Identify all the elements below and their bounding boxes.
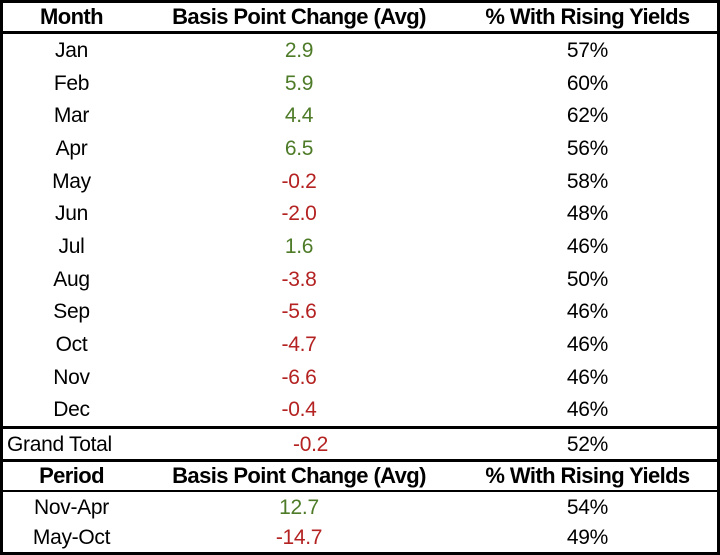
table-row-aug: Aug -3.8 50% [3, 263, 717, 296]
month-cell: Nov [53, 365, 90, 389]
table-row-nov: Nov -6.6 46% [3, 361, 717, 394]
pct-rising-cell: 48% [566, 202, 609, 226]
monthly-rows: Jan 2.9 57% Feb 5.9 60% Mar 4.4 62% Apr … [3, 34, 717, 426]
pct-rising-cell: 57% [566, 38, 609, 62]
table-row-feb: Feb 5.9 60% [3, 67, 717, 100]
grand-total-label: Grand Total [7, 432, 112, 456]
table-row-may: May -0.2 58% [3, 165, 717, 198]
bp-change-cell: -0.4 [281, 398, 317, 422]
bp-change-cell: -14.7 [275, 525, 323, 549]
bp-change-cell: 4.4 [284, 104, 314, 128]
month-cell: Oct [55, 332, 88, 356]
grand-total-bp-change: -0.2 [293, 432, 328, 456]
table-row-jul: Jul 1.6 46% [3, 230, 717, 263]
table-row-apr: Apr 6.5 56% [3, 132, 717, 165]
month-cell: Mar [53, 104, 90, 128]
table-row-nov-apr: Nov-Apr 12.7 54% [3, 492, 717, 522]
month-cell: May [52, 169, 91, 193]
pct-rising-cell: 46% [566, 300, 609, 324]
table-row-dec: Dec -0.4 46% [3, 393, 717, 426]
bp-change-cell: 1.6 [284, 234, 314, 258]
monthly-header-row: Month Basis Point Change (Avg) % With Ri… [3, 3, 717, 34]
pct-rising-cell: 50% [566, 267, 609, 291]
pct-rising-cell: 56% [566, 136, 609, 160]
bp-change-cell: 2.9 [284, 38, 314, 62]
month-cell: Sep [53, 300, 90, 324]
month-cell: Feb [53, 71, 90, 95]
pct-rising-cell: 46% [566, 398, 609, 422]
table-row-jan: Jan 2.9 57% [3, 34, 717, 67]
pct-rising-column-header: % With Rising Yields [485, 4, 690, 29]
bp-change-cell: -2.0 [281, 202, 317, 226]
bp-change-cell: 12.7 [279, 495, 319, 519]
pct-rising-cell: 46% [566, 234, 609, 258]
month-cell: Apr [55, 136, 88, 160]
period-column-header: Period [39, 463, 104, 488]
pct-rising-cell: 54% [566, 495, 609, 519]
pct-rising-cell: 58% [566, 169, 609, 193]
table-row-may-oct: May-Oct -14.7 49% [3, 522, 717, 552]
month-column-header: Month [40, 4, 104, 29]
table-row-jun: Jun -2.0 48% [3, 197, 717, 230]
bp-change-column-header: Basis Point Change (Avg) [172, 463, 426, 488]
pct-rising-cell: 62% [566, 104, 609, 128]
month-cell: Jul [58, 234, 85, 258]
month-cell: Jan [55, 38, 88, 62]
pct-rising-column-header: % With Rising Yields [485, 463, 690, 488]
table-row-mar: Mar 4.4 62% [3, 99, 717, 132]
bp-change-cell: -4.7 [281, 332, 317, 356]
bp-change-cell: -0.2 [281, 169, 317, 193]
bp-change-cell: -6.6 [281, 365, 317, 389]
bp-change-cell: -5.6 [281, 300, 317, 324]
month-cell: Aug [53, 267, 90, 291]
month-cell: Dec [53, 398, 90, 422]
period-header-row: Period Basis Point Change (Avg) % With R… [3, 462, 717, 492]
table-row-oct: Oct -4.7 46% [3, 328, 717, 361]
bp-change-cell: -3.8 [281, 267, 317, 291]
table-row-sep: Sep -5.6 46% [3, 295, 717, 328]
period-cell: Nov-Apr [34, 495, 109, 519]
month-cell: Jun [55, 202, 88, 226]
period-cell: May-Oct [32, 525, 111, 549]
bp-change-column-header: Basis Point Change (Avg) [172, 4, 426, 29]
pct-rising-cell: 60% [566, 71, 609, 95]
bp-change-cell: 5.9 [284, 71, 314, 95]
pct-rising-cell: 49% [566, 525, 609, 549]
grand-total-pct-rising: 52% [566, 432, 609, 456]
bp-change-cell: 6.5 [284, 136, 314, 160]
pct-rising-cell: 46% [566, 332, 609, 356]
pct-rising-cell: 46% [566, 365, 609, 389]
grand-total-row: Grand Total -0.2 52% [3, 426, 717, 462]
